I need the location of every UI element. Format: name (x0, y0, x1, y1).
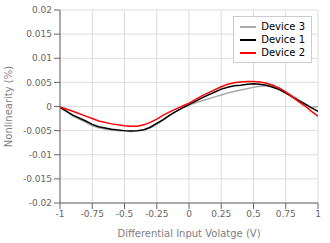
svg-text:0.01: 0.01 (32, 53, 52, 63)
svg-text:-0.005: -0.005 (23, 126, 52, 136)
svg-text:0.02: 0.02 (32, 5, 52, 15)
svg-text:1: 1 (315, 209, 321, 219)
svg-text:-0.25: -0.25 (145, 209, 168, 219)
svg-text:-0.015: -0.015 (23, 174, 52, 184)
svg-text:Nonlinearity (%): Nonlinearity (%) (8, 66, 14, 147)
svg-text:-1: -1 (56, 209, 65, 219)
svg-text:-0.01: -0.01 (29, 150, 52, 160)
svg-text:-0.5: -0.5 (116, 209, 134, 219)
svg-text:0: 0 (186, 209, 192, 219)
html-text:Device 2: Device 2 (261, 47, 305, 58)
svg-text:0: 0 (46, 102, 52, 112)
svg-text:0.25: 0.25 (211, 209, 231, 219)
svg-text:0.5: 0.5 (246, 209, 260, 219)
html-text:Device 3: Device 3 (261, 21, 305, 32)
svg-text:-0.75: -0.75 (81, 209, 104, 219)
svg-text:-0.02: -0.02 (29, 198, 52, 208)
svg-text:Differential Input Volatge (V): Differential Input Volatge (V) (117, 228, 260, 239)
svg-text:0.015: 0.015 (26, 29, 52, 39)
html-text:Device 1: Device 1 (261, 34, 305, 45)
svg-text:0.75: 0.75 (276, 209, 296, 219)
svg-text:0.005: 0.005 (26, 78, 52, 88)
